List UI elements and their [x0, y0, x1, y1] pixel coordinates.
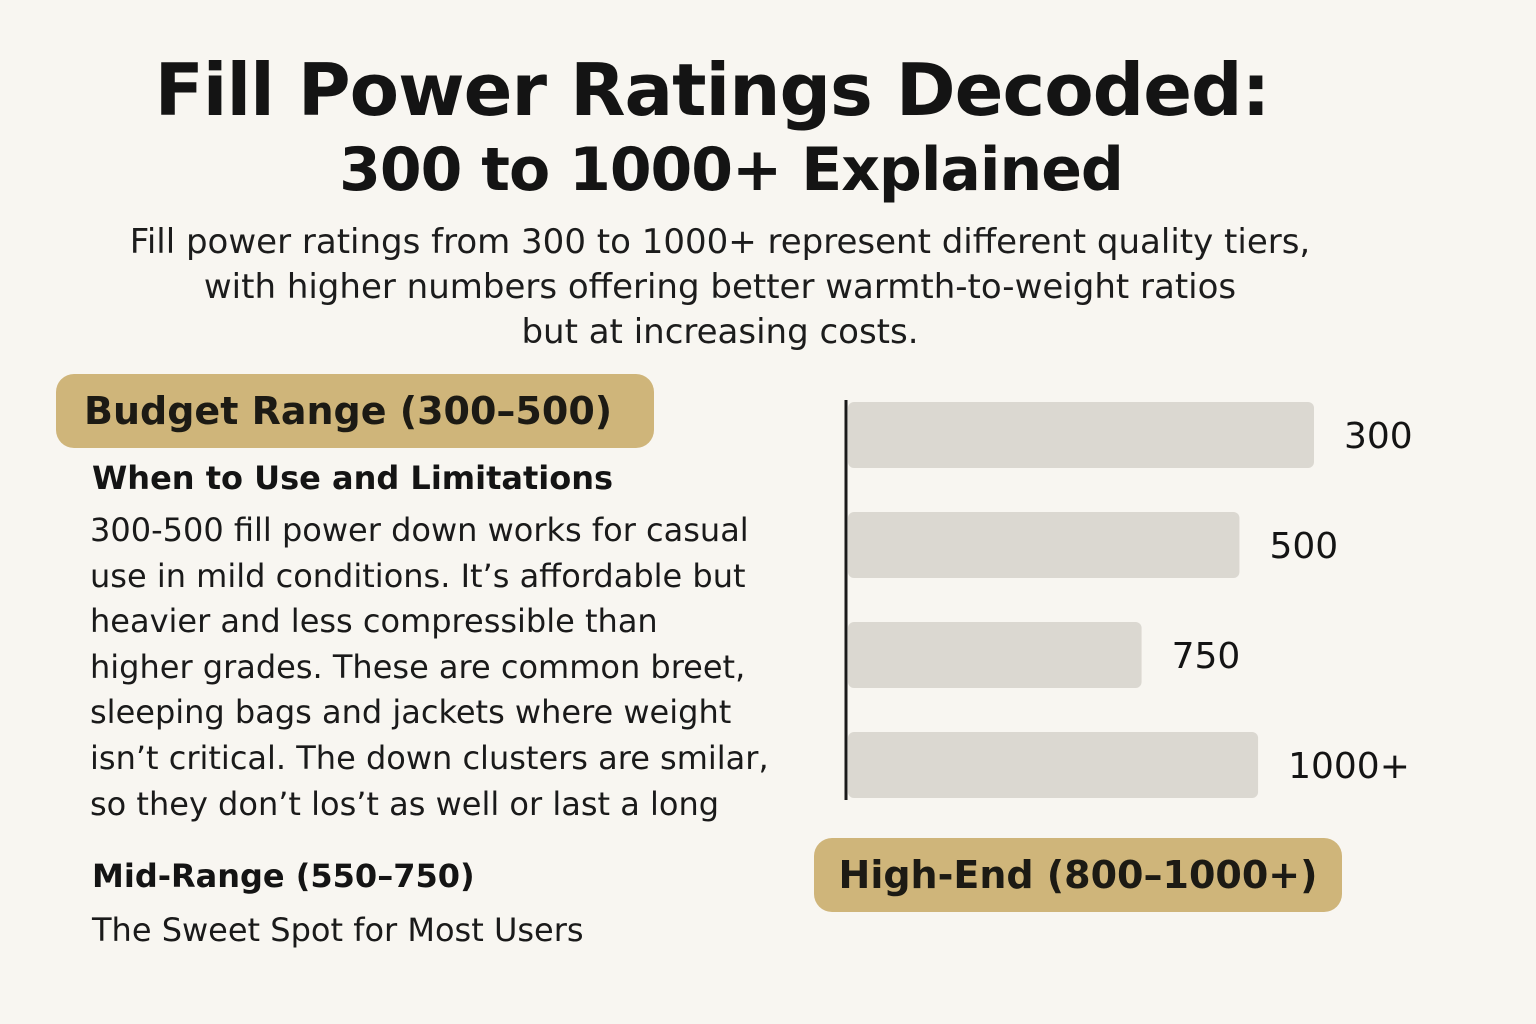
high-end-badge: High-End (800–1000+): [814, 838, 1342, 912]
bar-label: 500: [1269, 526, 1338, 567]
bar-label: 750: [1172, 636, 1241, 677]
budget-description: 300-500 fill power down works for casual…: [90, 508, 820, 827]
bar-label: 1000+: [1288, 746, 1410, 787]
intro-paragraph: Fill power ratings from 300 to 1000+ rep…: [120, 220, 1320, 355]
budget-line: sleeping bags and jackets where weight: [90, 693, 732, 732]
bars-layer: [848, 402, 1314, 798]
bar-750: [848, 622, 1142, 688]
bar-1000-plus: [848, 732, 1259, 798]
budget-heading: When to Use and Limitations: [92, 459, 614, 497]
intro-line: Fill power ratings from 300 to 1000+ rep…: [129, 222, 1311, 262]
page-subtitle: 300 to 1000+ Explained: [339, 135, 1124, 205]
bar-500: [848, 512, 1240, 578]
budget-line: so they don’t los’t as well or last a lo…: [90, 784, 720, 823]
budget-line: isn’t critical. The down clusters are sm…: [90, 738, 769, 777]
fill-power-bar-chart: 300 500 750 1000+: [844, 400, 1413, 800]
bar-label: 300: [1344, 416, 1413, 457]
page-title: Fill Power Ratings Decoded:: [154, 48, 1271, 132]
budget-line: higher grades. These are common breet,: [90, 647, 746, 686]
budget-range-badge: Budget Range (300–500): [56, 374, 654, 448]
budget-line: 300-500 fill power down works for casual: [90, 511, 749, 549]
bar-300: [848, 402, 1314, 468]
mid-range-heading: Mid-Range (550–750): [92, 857, 475, 895]
mid-range-subheading: The Sweet Spot for Most Users: [92, 911, 584, 949]
labels-layer: 300 500 750 1000+: [1172, 416, 1413, 787]
budget-line: use in mild conditions. It’s affordable …: [90, 556, 746, 595]
intro-line: but at increasing costs.: [521, 312, 919, 352]
intro-line: with higher numbers offering better warm…: [203, 267, 1237, 307]
budget-line: heavier and less compressible than: [90, 602, 658, 641]
